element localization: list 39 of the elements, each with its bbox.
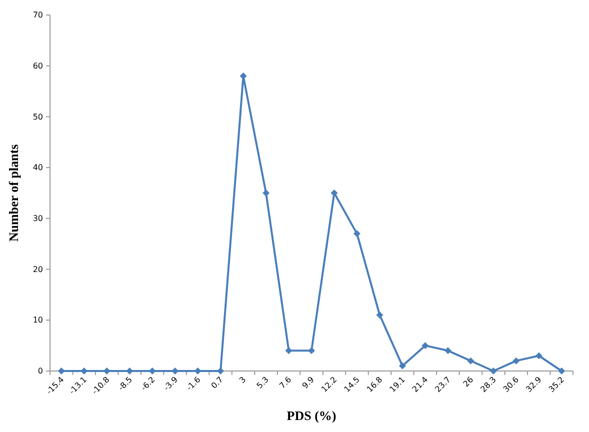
x-axis-title: PDS (%) xyxy=(286,408,336,423)
x-tick-label: 9.9 xyxy=(300,375,316,390)
y-tick-label: 50 xyxy=(32,112,43,122)
point xyxy=(285,347,292,354)
x-tick-label: -8.5 xyxy=(116,375,134,392)
point xyxy=(217,368,224,374)
point xyxy=(422,342,429,350)
x-tick-label: 5.3 xyxy=(255,375,270,390)
x-tick-label: 26 xyxy=(462,375,476,389)
x-tick-label: -6.2 xyxy=(139,375,157,392)
point xyxy=(490,368,497,374)
point xyxy=(148,368,156,374)
point xyxy=(58,368,65,374)
y-tick-label: 70 xyxy=(32,10,43,20)
y-tick-label: 30 xyxy=(32,214,43,223)
x-tick-label: 7.6 xyxy=(278,375,294,390)
x-tick-label: -3.9 xyxy=(162,375,180,392)
x-tick-label: 3 xyxy=(238,375,248,386)
point xyxy=(512,357,520,364)
point xyxy=(535,352,542,360)
point xyxy=(308,347,315,354)
point xyxy=(330,190,338,196)
point xyxy=(444,347,452,354)
x-tick-label: -1.6 xyxy=(184,375,202,392)
y-tick-label: 10 xyxy=(32,316,43,325)
x-tick-label: 0.7 xyxy=(210,375,225,390)
point xyxy=(353,230,360,238)
y-tick-label: 20 xyxy=(32,264,43,274)
y-tick-label: 0 xyxy=(38,366,43,376)
point xyxy=(467,357,474,364)
y-tick-label: 40 xyxy=(32,163,43,172)
y-axis-title: Number of plants xyxy=(6,144,21,242)
point xyxy=(398,362,406,370)
point xyxy=(262,190,270,196)
point xyxy=(194,368,202,374)
point xyxy=(376,312,384,319)
y-tick-label: 60 xyxy=(32,61,43,70)
point xyxy=(103,368,110,374)
point xyxy=(558,368,566,374)
